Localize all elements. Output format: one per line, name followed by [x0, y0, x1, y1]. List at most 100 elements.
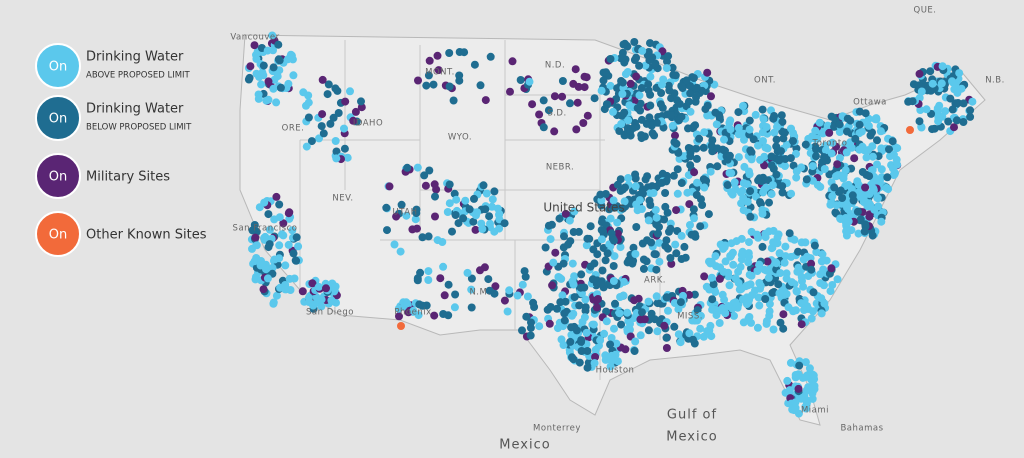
- site-dot: [675, 99, 684, 108]
- site-dot: [429, 80, 438, 89]
- site-dot: [791, 403, 800, 412]
- site-dot: [711, 252, 720, 261]
- site-dot: [807, 259, 816, 268]
- toggle-button[interactable]: [35, 95, 81, 141]
- site-dot: [797, 163, 806, 172]
- site-dot: [545, 319, 554, 328]
- site-dot: [670, 299, 679, 307]
- toggle-label[interactable]: On: [49, 112, 67, 127]
- site-dot: [619, 40, 628, 49]
- site-dot: [734, 267, 743, 276]
- site-dot: [635, 196, 644, 205]
- site-dot: [713, 162, 722, 171]
- site-dot: [566, 337, 575, 346]
- site-dot: [712, 120, 721, 129]
- site-dot: [888, 137, 897, 146]
- site-dot: [795, 361, 804, 370]
- site-dot: [418, 233, 427, 242]
- site-dot: [418, 301, 427, 310]
- site-dot: [420, 171, 429, 180]
- site-dot: [858, 142, 867, 151]
- site-dot: [491, 282, 500, 291]
- site-dot: [689, 74, 698, 82]
- site-dot: [397, 322, 405, 330]
- toggle-button[interactable]: [35, 153, 81, 199]
- site-dot: [317, 302, 326, 311]
- site-dot: [786, 154, 795, 163]
- site-dot: [635, 91, 644, 100]
- site-dot: [828, 281, 837, 289]
- site-dot: [281, 261, 290, 270]
- toggle-label[interactable]: On: [49, 170, 67, 185]
- site-dot: [630, 56, 639, 64]
- toggle-label[interactable]: On: [49, 60, 67, 75]
- site-dot: [821, 146, 830, 155]
- site-dot: [734, 108, 743, 117]
- site-dot: [568, 259, 577, 268]
- site-dot: [351, 107, 360, 116]
- toggle-button[interactable]: [35, 43, 81, 89]
- legend-label: Drinking Water: [86, 102, 184, 117]
- site-dot: [816, 279, 825, 288]
- site-dot: [736, 188, 745, 197]
- site-dot: [862, 153, 871, 162]
- site-dot: [575, 358, 584, 367]
- site-dot: [848, 191, 857, 200]
- site-dot: [246, 62, 255, 71]
- site-dot: [776, 269, 785, 278]
- site-dot: [431, 212, 439, 221]
- site-dot: [662, 293, 671, 302]
- site-dot: [281, 285, 290, 294]
- toggle-label[interactable]: On: [49, 228, 67, 243]
- site-dot: [459, 214, 468, 223]
- site-dot: [747, 318, 755, 327]
- site-dot: [691, 97, 700, 106]
- site-dot: [546, 235, 555, 244]
- site-dot: [450, 303, 459, 312]
- legend: On Drinking Water ABOVE PROPOSED LIMIT On Dr…: [35, 43, 207, 257]
- site-dot: [640, 315, 649, 324]
- site-dot: [623, 308, 632, 317]
- site-dot: [264, 210, 273, 219]
- site-dot: [615, 127, 624, 135]
- site-dot: [859, 193, 868, 202]
- site-dot: [383, 226, 391, 235]
- site-dot: [842, 148, 851, 157]
- site-dot: [832, 172, 840, 181]
- site-dot: [816, 182, 825, 191]
- site-dot: [550, 127, 559, 136]
- map-label: Ottawa: [853, 98, 887, 108]
- site-dot: [522, 312, 531, 321]
- site-dot: [583, 363, 592, 372]
- site-dot: [779, 324, 788, 333]
- toggle-button[interactable]: [35, 211, 81, 257]
- site-dot: [726, 116, 735, 125]
- site-dot: [868, 142, 877, 151]
- site-dot: [928, 79, 937, 88]
- legend-label: Military Sites: [86, 170, 170, 185]
- site-dot: [500, 219, 509, 228]
- site-dot: [673, 189, 682, 198]
- site-dot: [660, 215, 669, 224]
- site-dot: [566, 99, 574, 108]
- site-dot: [555, 273, 564, 282]
- site-dot: [772, 170, 781, 179]
- site-dot: [825, 128, 834, 137]
- site-dot: [855, 120, 864, 129]
- site-dot: [777, 111, 786, 120]
- site-dot: [941, 107, 950, 116]
- map-label: Phoenix: [394, 308, 431, 318]
- site-dot: [318, 110, 327, 119]
- site-dot: [745, 170, 754, 179]
- site-dot: [616, 243, 625, 252]
- site-dot: [754, 141, 762, 150]
- site-dot: [637, 84, 646, 92]
- site-dot: [643, 172, 652, 181]
- site-dot: [569, 228, 578, 236]
- site-dot: [264, 243, 273, 252]
- site-dot: [794, 247, 802, 256]
- site-dot: [933, 104, 942, 113]
- site-dot: [263, 46, 272, 55]
- site-dot: [843, 114, 852, 123]
- site-dot: [755, 301, 764, 310]
